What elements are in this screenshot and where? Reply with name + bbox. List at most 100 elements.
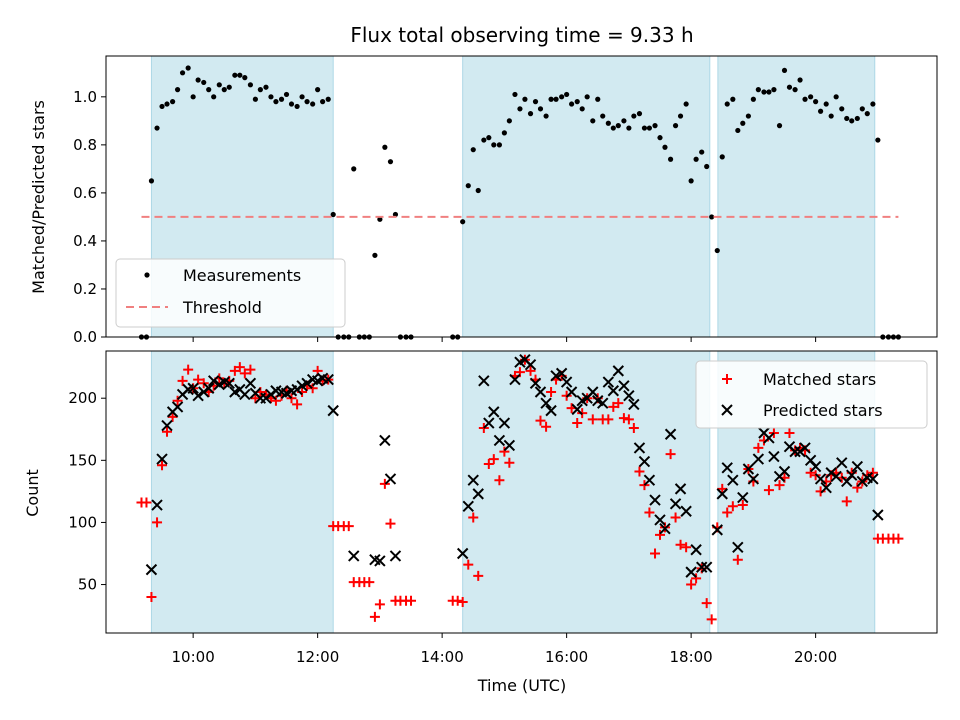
count-series-2-point-104 [778,465,791,478]
ratio-series-1-point-20 [237,72,243,78]
count-series-2-point-6 [171,401,184,413]
count-series-1-point-104 [706,614,717,625]
ratio-series-1-point-92 [646,125,653,131]
count-series-1-point-4 [152,517,163,528]
ratio-series-1-point-16 [216,82,222,88]
count-series-1-point-57 [463,559,474,570]
count-series-2-point-52 [503,439,516,452]
ratio-series-1-point-95 [662,144,668,150]
ratio-ticks: 0.0 0.2 0.4 0.6 0.8 1.0 [73,88,817,346]
ratio-series-1-point-91 [641,125,648,131]
count-legend-predicted-marker [721,404,733,416]
count-series-2-point-2 [151,499,163,511]
x-tick-label-6: 20:00 [794,648,837,666]
ratio-series-1-point-24 [257,87,263,93]
count-series-1-point-87 [618,413,629,424]
count-series-2-point-45 [467,474,479,486]
count-series-2-point-4 [161,419,173,432]
ratio-series-1-point-118 [781,67,788,74]
x-axis-label: Time (UTC) [477,676,566,695]
ratio-series-1-point-42 [351,166,357,172]
count-series-1-point-5 [157,460,168,471]
ratio-series-1-point-129 [839,106,845,112]
count-series-1-point-73 [546,386,557,397]
count-series-1-point-56 [457,596,468,607]
count-series-2-point-76 [628,398,640,411]
ratio-series-1-point-83 [600,113,606,119]
ratio-series-1-point-103 [704,163,710,170]
ratio-series-1-point-14 [206,87,212,93]
ratio-series-1-point-49 [387,159,394,165]
ratio-panel: 0.0 0.2 0.4 0.6 0.8 1.0 Matched/Predicted sta… [29,55,938,346]
ratio-series-1-point-78 [574,99,580,105]
count-series-1-point-117 [774,480,785,491]
ratio-shaded-interval-2 [462,55,711,338]
count-series-2-point-43 [456,547,469,560]
ratio-series-1-point-79 [579,106,585,112]
count-series-2-point-79 [643,474,656,486]
ratio-series-1-point-12 [195,77,201,83]
count-series-2-point-31 [301,377,313,390]
ratio-series-1-point-6 [164,101,170,107]
count-series-2-point-61 [550,370,562,382]
ratio-series-1-point-59 [475,187,481,194]
ratio-series-1-point-89 [631,113,637,119]
ratio-series-1-point-71 [537,106,544,112]
ratio-series-1-point-133 [859,106,865,112]
count-series-1-point-64 [499,446,510,457]
count-panel: 50 100 150 200 10:00 12:00 14:00 16:00 18:00 20:0… [23,350,938,695]
count-series-1-point-93 [650,548,661,559]
ratio-series-1-point-115 [766,89,772,95]
ratio-series-1-point-128 [833,94,839,100]
count-series-2-point-82 [659,522,671,535]
ratio-series-1-point-135 [870,101,876,107]
ratio-series-1-point-121 [797,77,803,83]
count-series-2-point-13 [207,375,220,387]
ratio-series-1-point-70 [532,99,539,105]
count-series-2-point-112 [820,481,832,494]
count-y-tick-label-1: 50 [78,576,97,594]
count-series-1-point-58 [468,512,479,523]
ratio-series-1-point-85 [610,125,616,131]
ratio-series-1-point-99 [683,101,689,107]
count-legend: Matched stars Predicted stars [695,360,928,429]
count-series-2-point-68 [587,386,599,398]
ratio-legend: Measurements Threshold [115,258,346,328]
ratio-y-axis-label: Matched/Predicted stars [29,100,48,294]
ratio-series-1-point-47 [377,216,383,222]
ratio-series-1-point-65 [506,118,512,124]
count-series-1-point-115 [763,485,774,496]
count-series-2-point-122 [872,509,884,521]
ratio-series-1-point-66 [512,91,518,98]
ratio-series-1-point-126 [823,101,829,107]
ratio-y-tick-label-6: 1.0 [73,88,97,106]
ratio-series-1-point-116 [771,87,777,93]
count-series-1-point-107 [722,507,733,518]
count-series-2-point-48 [483,417,495,429]
count-series-2-point-12 [203,382,215,394]
count-series-2-point-85 [674,483,687,495]
ratio-series-1-point-57 [465,183,471,189]
count-series-2-point-3 [156,453,168,465]
count-series-2-point-39 [374,555,386,567]
ratio-series-1-point-3 [148,178,155,184]
count-series-2-point-65 [571,403,583,416]
count-series-2-point-81 [654,514,666,526]
count-series-2-point-93 [721,462,733,474]
count-series-2-point-60 [545,404,557,417]
count-series-2-point-115 [836,457,848,469]
ratio-series-1-point-38 [330,211,336,218]
count-series-2-point-95 [732,541,744,553]
count-series-1-point-62 [488,454,499,465]
count-series-1-point-9 [177,375,188,386]
ratio-shaded-interval-3 [717,55,876,338]
ratio-series-1-point-87 [621,118,627,124]
count-series-2-point-70 [597,397,609,409]
ratio-series-1-point-130 [844,115,850,122]
ratio-series-1-point-26 [268,94,274,100]
count-series-1-point-125 [815,486,826,497]
count-series-1-point-10 [183,364,194,375]
count-series-2-point-78 [638,455,651,468]
count-series-1-point-59 [473,570,484,581]
count-series-2-point-91 [711,524,723,536]
